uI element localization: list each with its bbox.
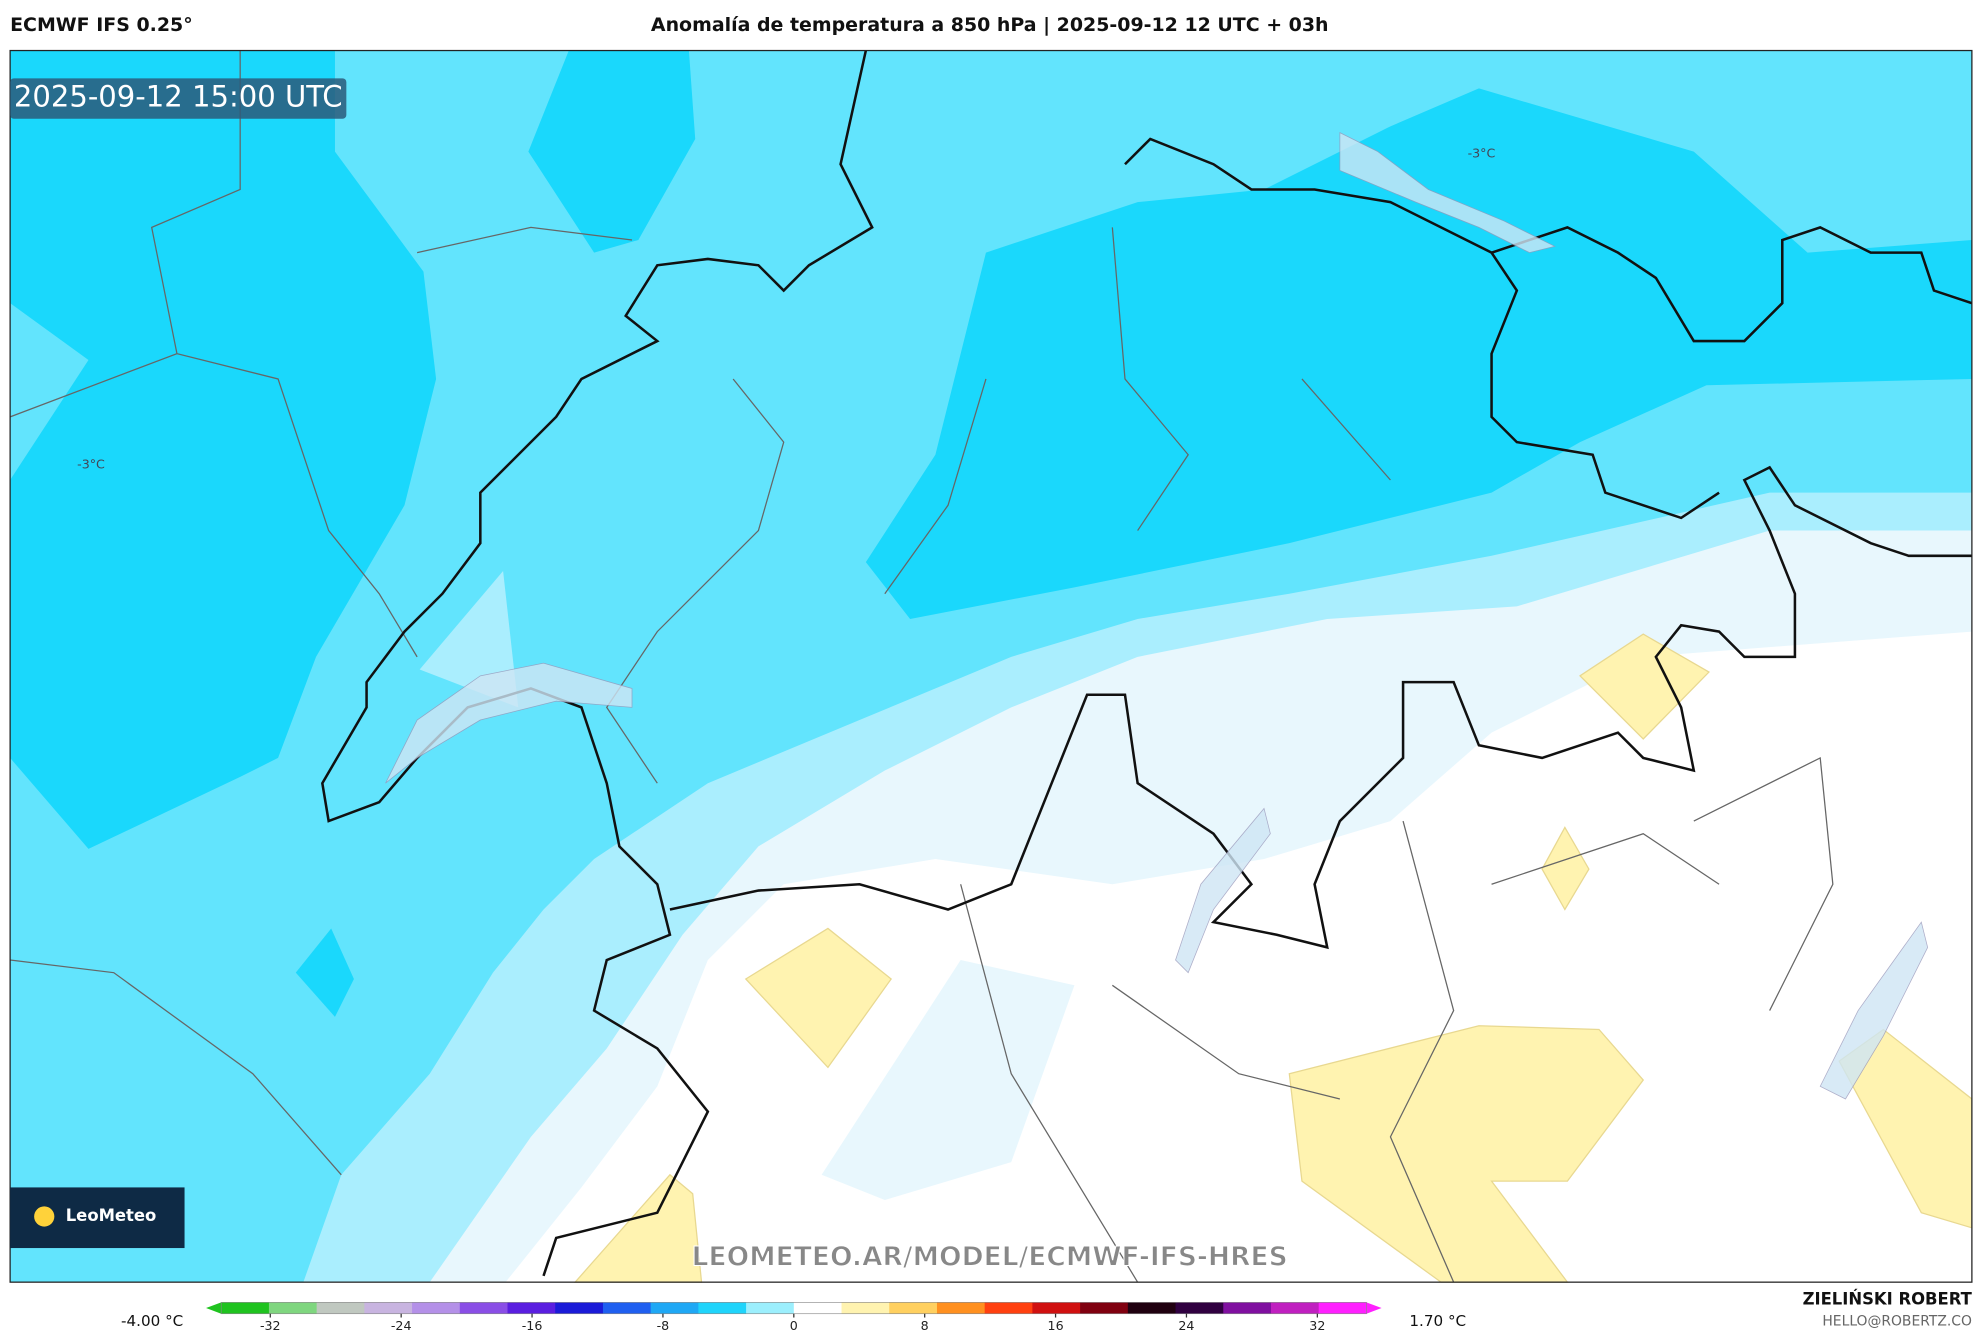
colorbar-swatch xyxy=(459,1302,509,1314)
field-warm xyxy=(1541,826,1590,911)
colorbar-tick-label: 8 xyxy=(921,1318,929,1333)
colorbar-swatch xyxy=(268,1302,318,1314)
colorbar-tick-label: -24 xyxy=(391,1318,412,1333)
colorbar-swatch xyxy=(793,1302,843,1314)
colorbar-swatch xyxy=(889,1302,938,1314)
colorbar-swatch xyxy=(936,1302,986,1314)
colorbar-swatch xyxy=(984,1302,1034,1314)
colorbar-end xyxy=(1366,1302,1382,1314)
field-pale xyxy=(821,960,1075,1201)
map-title: Anomalía de temperatura a 850 hPa | 2025… xyxy=(651,14,1329,36)
colorbar-swatch xyxy=(221,1302,270,1314)
colorbar-swatch xyxy=(1032,1302,1081,1314)
colorbar-tick-label: 32 xyxy=(1309,1318,1325,1333)
colorbar-end xyxy=(206,1302,222,1314)
logo-text: LeoMeteo xyxy=(66,1206,157,1225)
colorbar-tick-label: 16 xyxy=(1048,1318,1064,1333)
min-label: -4.00 °C xyxy=(121,1312,183,1330)
time-box xyxy=(10,78,347,119)
colorbar-swatch xyxy=(555,1302,604,1314)
colorbar-swatch xyxy=(746,1302,795,1314)
colorbar-swatch xyxy=(1223,1302,1272,1314)
credit-author: ZIELIŃSKI ROBERT xyxy=(1803,1289,1973,1308)
colorbar-tick-label: -32 xyxy=(260,1318,281,1333)
colorbar-swatch xyxy=(698,1302,747,1314)
country-border xyxy=(321,50,874,1277)
colorbar-swatch xyxy=(316,1302,365,1314)
max-label: 1.70 °C xyxy=(1409,1312,1466,1330)
contour-label: -3°C xyxy=(77,456,105,471)
colorbar-swatch xyxy=(602,1302,652,1314)
watermark: LEOMETEO.AR/MODEL/ECMWF-IFS-HRES xyxy=(692,1242,1288,1273)
field-dark xyxy=(10,50,437,849)
lake xyxy=(385,132,1929,1100)
colorbar-swatch xyxy=(507,1302,556,1314)
model-label: ECMWF IFS 0.25° xyxy=(10,14,193,36)
contour-label: -3°C xyxy=(1468,146,1496,161)
map-frame xyxy=(9,49,1973,1283)
colorbar-tick-label: -8 xyxy=(657,1318,670,1333)
credit-contact: HELLO@ROBERTZ.CO xyxy=(1822,1313,1972,1329)
map-area: -3°C -3°C 2025-09-12 15:00 UTC LeoMeteo … xyxy=(9,49,1973,1283)
country-border xyxy=(669,465,1972,950)
colorbar-tick-label: 0 xyxy=(790,1318,798,1333)
colorbar-tick-label: 24 xyxy=(1178,1318,1194,1333)
colorbar: -4.00 °C 1.70 °C -32 -24 -16 -8 0 8 16 24 32 xyxy=(121,1302,1466,1333)
colorbar-swatch xyxy=(412,1302,461,1314)
colorbar-swatch xyxy=(1127,1302,1177,1314)
colorbar-swatch xyxy=(1270,1302,1320,1314)
admin-border xyxy=(9,50,1834,1283)
field-warm xyxy=(1288,1025,1645,1283)
field-dark xyxy=(295,928,354,1017)
colorbar-swatch xyxy=(1080,1302,1129,1314)
field-warm xyxy=(1579,633,1710,740)
colorbar-swatch xyxy=(364,1302,413,1314)
colorbar-tick-label: -16 xyxy=(522,1318,543,1333)
country-border xyxy=(1124,137,1973,520)
field-warm xyxy=(744,927,893,1069)
field-dark xyxy=(528,50,696,253)
logo-sun xyxy=(34,1206,55,1227)
colorbar-swatch xyxy=(841,1302,890,1314)
colorbar-swatch xyxy=(1175,1302,1224,1314)
field-medium xyxy=(10,303,89,481)
colorbar-swatch xyxy=(650,1302,700,1314)
field-dark xyxy=(865,88,1972,619)
valid-time: 2025-09-12 15:00 UTC xyxy=(14,80,343,114)
colorbar-swatch xyxy=(1318,1302,1368,1314)
